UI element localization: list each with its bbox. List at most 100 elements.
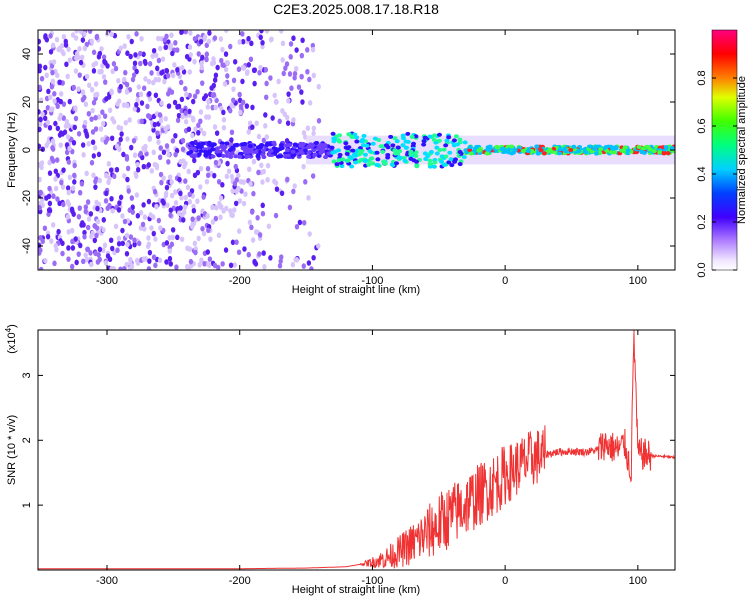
noise-speckle [185, 245, 190, 252]
signal-speckle [390, 143, 396, 148]
noise-speckle [124, 261, 129, 268]
noise-speckle [135, 166, 141, 173]
noise-speckle [118, 45, 123, 52]
signal-speckle [364, 143, 370, 148]
colorbar-tick-label: 0.8 [696, 70, 708, 85]
noise-speckle [173, 40, 178, 46]
signal-speckle [461, 155, 467, 160]
noise-speckle [164, 68, 170, 74]
noise-speckle [213, 104, 218, 111]
signal-speckle [453, 157, 459, 162]
noise-speckle [132, 237, 137, 243]
signal-speckle [593, 151, 599, 156]
colorbar-ticks: 0.0 0.2 0.4 0.6 0.8 [696, 70, 737, 278]
signal-speckle [326, 151, 332, 156]
noise-speckle [122, 43, 127, 49]
noise-speckle [220, 62, 225, 68]
noise-speckle [257, 69, 262, 76]
noise-speckle [66, 189, 71, 196]
noise-speckle [198, 165, 204, 172]
noise-speckle [204, 51, 210, 58]
noise-speckle [49, 83, 55, 90]
noise-speckle [159, 100, 164, 106]
noise-speckle [132, 60, 138, 67]
noise-speckle [146, 235, 151, 241]
noise-speckle [110, 245, 115, 252]
noise-speckle [170, 227, 176, 233]
snr-x-ticks: -300 -200 -100 0 100 [96, 330, 647, 587]
noise-speckle [95, 218, 101, 225]
noise-speckle [141, 163, 146, 170]
noise-speckle [213, 159, 219, 166]
signal-speckle [421, 139, 427, 144]
signal-speckle [422, 135, 428, 140]
noise-speckle [186, 126, 192, 133]
noise-speckle [259, 169, 264, 176]
noise-speckle [203, 93, 209, 99]
spectrogram-y-label: Frequency (Hz) [6, 112, 18, 188]
noise-speckle [155, 65, 160, 72]
noise-speckle [97, 246, 103, 253]
spectrogram-image [38, 30, 675, 270]
noise-speckle [234, 188, 239, 195]
signal-speckle [229, 151, 235, 156]
noise-speckle [175, 234, 180, 241]
noise-speckle [291, 35, 296, 42]
noise-speckle [166, 151, 171, 158]
y-tick-label: 2 [21, 437, 33, 443]
x-tick-label: -100 [361, 275, 383, 287]
signal-speckle [372, 136, 378, 141]
noise-speckle [138, 150, 143, 157]
noise-speckle [166, 159, 171, 165]
noise-speckle [49, 238, 54, 244]
signal-speckle [457, 137, 463, 142]
noise-speckle [234, 239, 239, 246]
noise-speckle [96, 151, 102, 158]
noise-speckle [263, 67, 269, 73]
signal-speckle [568, 147, 574, 152]
signal-speckle [278, 142, 284, 147]
noise-speckle [50, 78, 56, 85]
noise-speckle [123, 119, 128, 126]
signal-speckle [414, 159, 420, 164]
noise-speckle [61, 167, 66, 173]
signal-speckle [237, 154, 243, 159]
signal-speckle [441, 147, 447, 152]
noise-speckle [188, 51, 193, 58]
signal-speckle [306, 150, 312, 155]
noise-speckle [107, 256, 113, 263]
snr-frame [37, 329, 676, 571]
x-tick-label: 0 [502, 575, 508, 587]
noise-speckle [181, 158, 186, 164]
signal-speckle [541, 151, 547, 156]
noise-speckle [202, 260, 207, 267]
noise-speckle [165, 202, 170, 208]
noise-speckle [187, 69, 192, 75]
noise-speckle [230, 212, 235, 219]
noise-speckle [132, 106, 137, 112]
noise-speckle [262, 263, 267, 270]
noise-speckle [94, 176, 99, 182]
noise-speckle [38, 205, 42, 211]
noise-speckle [185, 184, 191, 191]
noise-speckle [118, 194, 124, 201]
noise-speckle [45, 105, 51, 111]
noise-speckle [305, 68, 310, 75]
noise-speckle [73, 68, 79, 74]
spectrogram-x-ticks: -300 -200 -100 0 100 [96, 30, 647, 287]
noise-speckle [238, 103, 244, 110]
noise-speckle [169, 32, 174, 39]
noise-speckle [157, 112, 163, 118]
noise-speckle [279, 190, 285, 197]
signal-speckle [268, 148, 274, 153]
noise-speckle [82, 229, 87, 236]
signal-speckle [203, 153, 209, 158]
noise-speckle [42, 115, 48, 122]
noise-speckle [289, 85, 294, 91]
noise-speckle [100, 62, 105, 69]
noise-speckle [121, 102, 127, 108]
noise-speckle [212, 262, 218, 269]
noise-speckle [96, 54, 102, 60]
noise-speckle [138, 60, 143, 67]
